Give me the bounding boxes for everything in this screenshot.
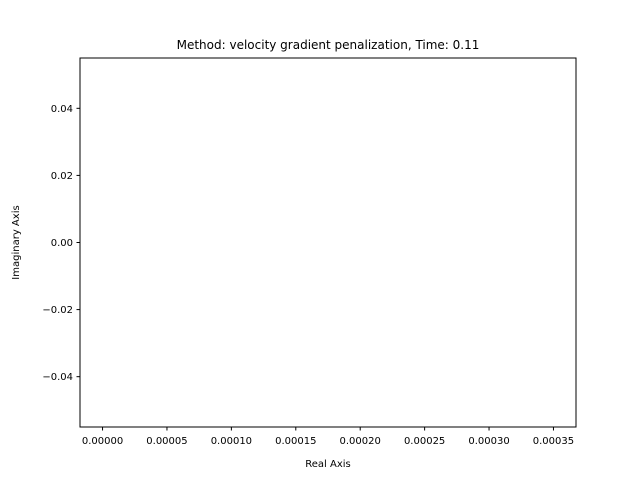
x-tick-label: 0.00000 [82,436,123,447]
x-axis-label: Real Axis [305,459,350,470]
plot-area [79,57,577,428]
x-tick-label: 0.00030 [468,436,509,447]
y-tick-label: −0.04 [42,372,73,383]
x-tick-label: 0.00035 [533,436,574,447]
x-tick-label: 0.00015 [275,436,316,447]
x-tick-label: 0.00020 [340,436,381,447]
chart-title: Method: velocity gradient penalization, … [177,38,480,52]
x-axis-ticks: 0.00000 0.00005 0.00010 0.00015 0.00020 0.000… [82,427,574,447]
x-tick-label: 0.00005 [146,436,187,447]
x-tick-label: 0.00025 [404,436,445,447]
y-tick-label: 0.04 [51,104,73,115]
y-tick-label: −0.02 [42,305,73,316]
y-axis-ticks: 0.04 0.02 0.00 −0.02 −0.04 [42,104,80,383]
y-axis-label: Imaginary Axis [11,205,22,279]
x-tick-label: 0.00010 [211,436,252,447]
y-tick-label: 0.02 [51,171,73,182]
y-tick-label: 0.00 [51,238,73,249]
